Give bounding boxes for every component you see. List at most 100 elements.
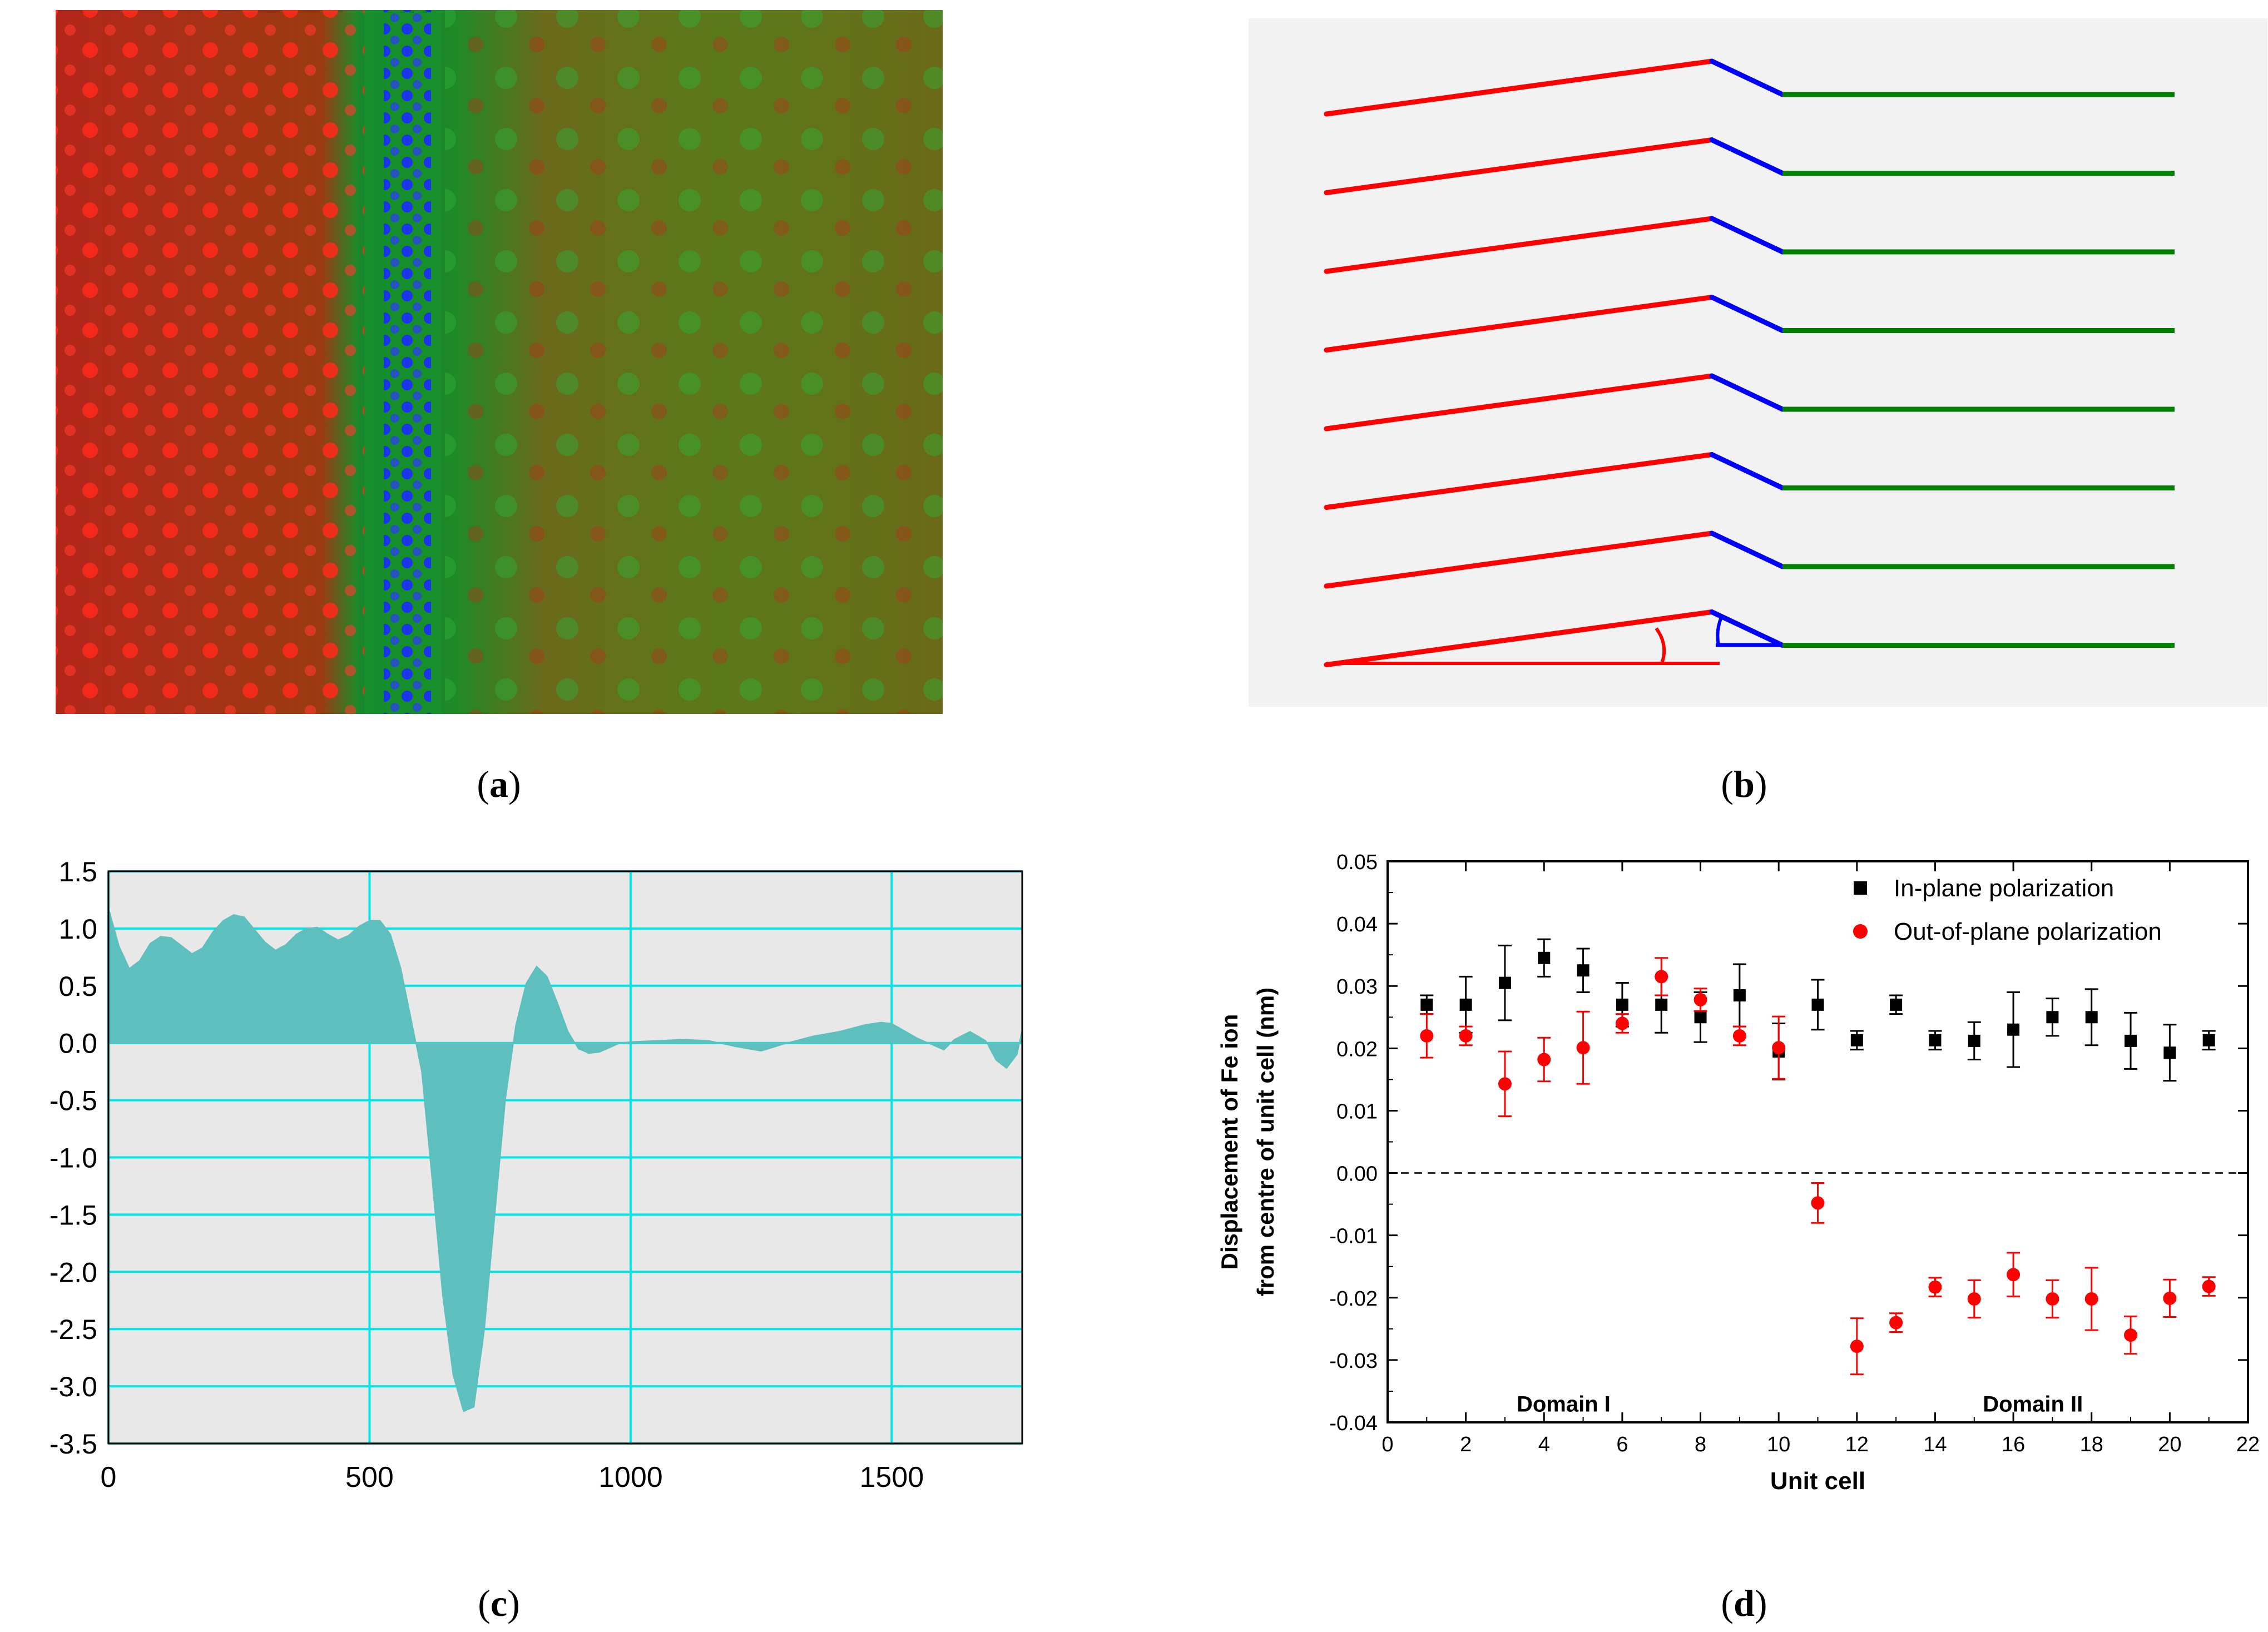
panel-b-caption: (b) [1721, 763, 1767, 805]
schematic-row [1324, 295, 2175, 353]
red-segment [1324, 530, 1715, 589]
domain-annotation: Domain I [1517, 1392, 1611, 1416]
schematic-row [1324, 452, 2175, 510]
data-point-circle [2163, 1291, 2177, 1305]
plot-frame [1386, 860, 2249, 1423]
x-tick-label: 8 [1695, 1433, 1706, 1456]
out-of-plane-series [1420, 957, 2216, 1376]
data-point-square [1968, 1034, 1980, 1047]
data-point-circle [2124, 1328, 2138, 1342]
schematic-row [1324, 373, 2175, 431]
x-tick-label: 0 [101, 1461, 117, 1494]
data-point-circle [1928, 1280, 1942, 1294]
data-point-circle [1615, 1016, 1629, 1030]
data-point-circle [1850, 1340, 1864, 1353]
data-point-square [1655, 998, 1668, 1011]
blue-segment [1709, 452, 1785, 490]
y-tick-label: 0.02 [1336, 1038, 1378, 1061]
y-axis-label-line1: Displacement of Fe ion [1216, 1014, 1242, 1270]
legend-marker-circle [1853, 924, 1868, 939]
y-tick-label: -0.04 [1329, 1412, 1378, 1435]
y-tick-label: -0.5 [49, 1085, 97, 1117]
data-point-square [1616, 998, 1628, 1011]
schematic-row [1324, 609, 2175, 667]
data-point-square [1733, 989, 1746, 1002]
data-point-circle [2007, 1268, 2021, 1282]
y-tick-label: -3.5 [49, 1428, 97, 1460]
profile-area-series [108, 907, 1023, 1412]
y-tick-label: 1.5 [58, 856, 97, 887]
data-point-circle [1772, 1041, 1786, 1055]
x-tick-label: 0 [1381, 1433, 1393, 1456]
data-point-square [1890, 998, 1903, 1011]
y-tick-label: 0.5 [58, 971, 97, 1002]
red-segment [1324, 137, 1715, 195]
red-segment [1324, 452, 1715, 510]
x-tick-label: 4 [1538, 1433, 1550, 1456]
data-point-circle [1732, 1029, 1746, 1043]
data-point-circle [1967, 1292, 1981, 1306]
y-tick-label: -0.03 [1329, 1350, 1378, 1373]
x-tick-label: 22 [2236, 1433, 2260, 1456]
data-point-square [1498, 976, 1511, 989]
data-point-circle [1811, 1196, 1825, 1210]
blue-segment [1709, 373, 1785, 412]
y-tick-label: -3.0 [49, 1371, 97, 1402]
data-point-square [2163, 1046, 2176, 1059]
x-tick-label: 6 [1616, 1433, 1628, 1456]
data-point-circle [1576, 1041, 1590, 1055]
x-tick-label: 1000 [598, 1461, 663, 1494]
x-tick-label: 16 [2002, 1433, 2025, 1456]
y-tick-label: 0.0 [58, 1028, 97, 1059]
y-axis-label-line2: from centre of unit cell (nm) [1252, 988, 1279, 1296]
data-point-circle [1537, 1053, 1551, 1066]
x-tick-label: 20 [2158, 1433, 2181, 1456]
red-angle-arc [1655, 627, 1666, 664]
panel-c-caption: (c) [478, 1582, 520, 1624]
domain-annotation: Domain II [1983, 1392, 2083, 1416]
data-point-circle [1693, 993, 1707, 1006]
plot-frame [107, 870, 1023, 1445]
chart-c: 1.5 1.0 0.5 0.0 -0.5 -1.0 -1.5 -2.0 -2.5 -3.0 -3.5… [49, 856, 1023, 1494]
data-point-square [2125, 1034, 2137, 1047]
schematic-rows [1324, 58, 2175, 667]
data-point-square [1694, 1011, 1707, 1024]
legend: In-plane polarization Out-of-plane polari… [1853, 875, 2162, 945]
data-point-square [1459, 998, 1472, 1011]
chart-d: 0.05 0.04 0.03 0.02 0.01 0.00 -0.01 -0.02 -0.03 -… [1216, 851, 2260, 1495]
red-segment [1324, 373, 1715, 431]
y-tick-label: -0.01 [1329, 1225, 1378, 1248]
blue-segment [1709, 295, 1785, 333]
data-point-square [2202, 1034, 2215, 1046]
data-point-circle [1459, 1029, 1473, 1043]
panel-a-image [56, 10, 943, 714]
red-segment [1324, 609, 1715, 667]
data-point-square [1811, 998, 1824, 1011]
legend-label: Out-of-plane polarization [1894, 918, 2162, 945]
data-point-square [2046, 1011, 2059, 1024]
red-segment [1324, 295, 1715, 353]
x-tick-label: 18 [2080, 1433, 2103, 1456]
y-tick-label: 1.0 [58, 914, 97, 945]
x-tick-label: 500 [345, 1461, 394, 1494]
panel-d-caption: (d) [1721, 1582, 1767, 1624]
red-segment [1324, 216, 1715, 274]
blue-segment [1709, 530, 1785, 569]
right-domain-dots [445, 10, 943, 714]
panel-a-caption: (a) [477, 763, 521, 805]
y-tick-label: 0.03 [1336, 975, 1378, 999]
y-tick-label: 0.01 [1336, 1100, 1378, 1123]
x-tick-label: 14 [1923, 1433, 1947, 1456]
x-tick-label: 1500 [859, 1461, 924, 1494]
schematic-row [1324, 216, 2175, 274]
data-point-circle [1498, 1077, 1512, 1091]
left-domain-dots [56, 10, 364, 714]
data-point-square [1420, 998, 1433, 1011]
panel-b-schematic [1249, 18, 2267, 707]
data-point-square [1850, 1034, 1863, 1046]
data-point-circle [2202, 1279, 2216, 1293]
data-point-circle [1420, 1029, 1434, 1043]
y-tick-label: -2.5 [49, 1314, 97, 1345]
y-tick-label: 0.05 [1336, 851, 1378, 874]
